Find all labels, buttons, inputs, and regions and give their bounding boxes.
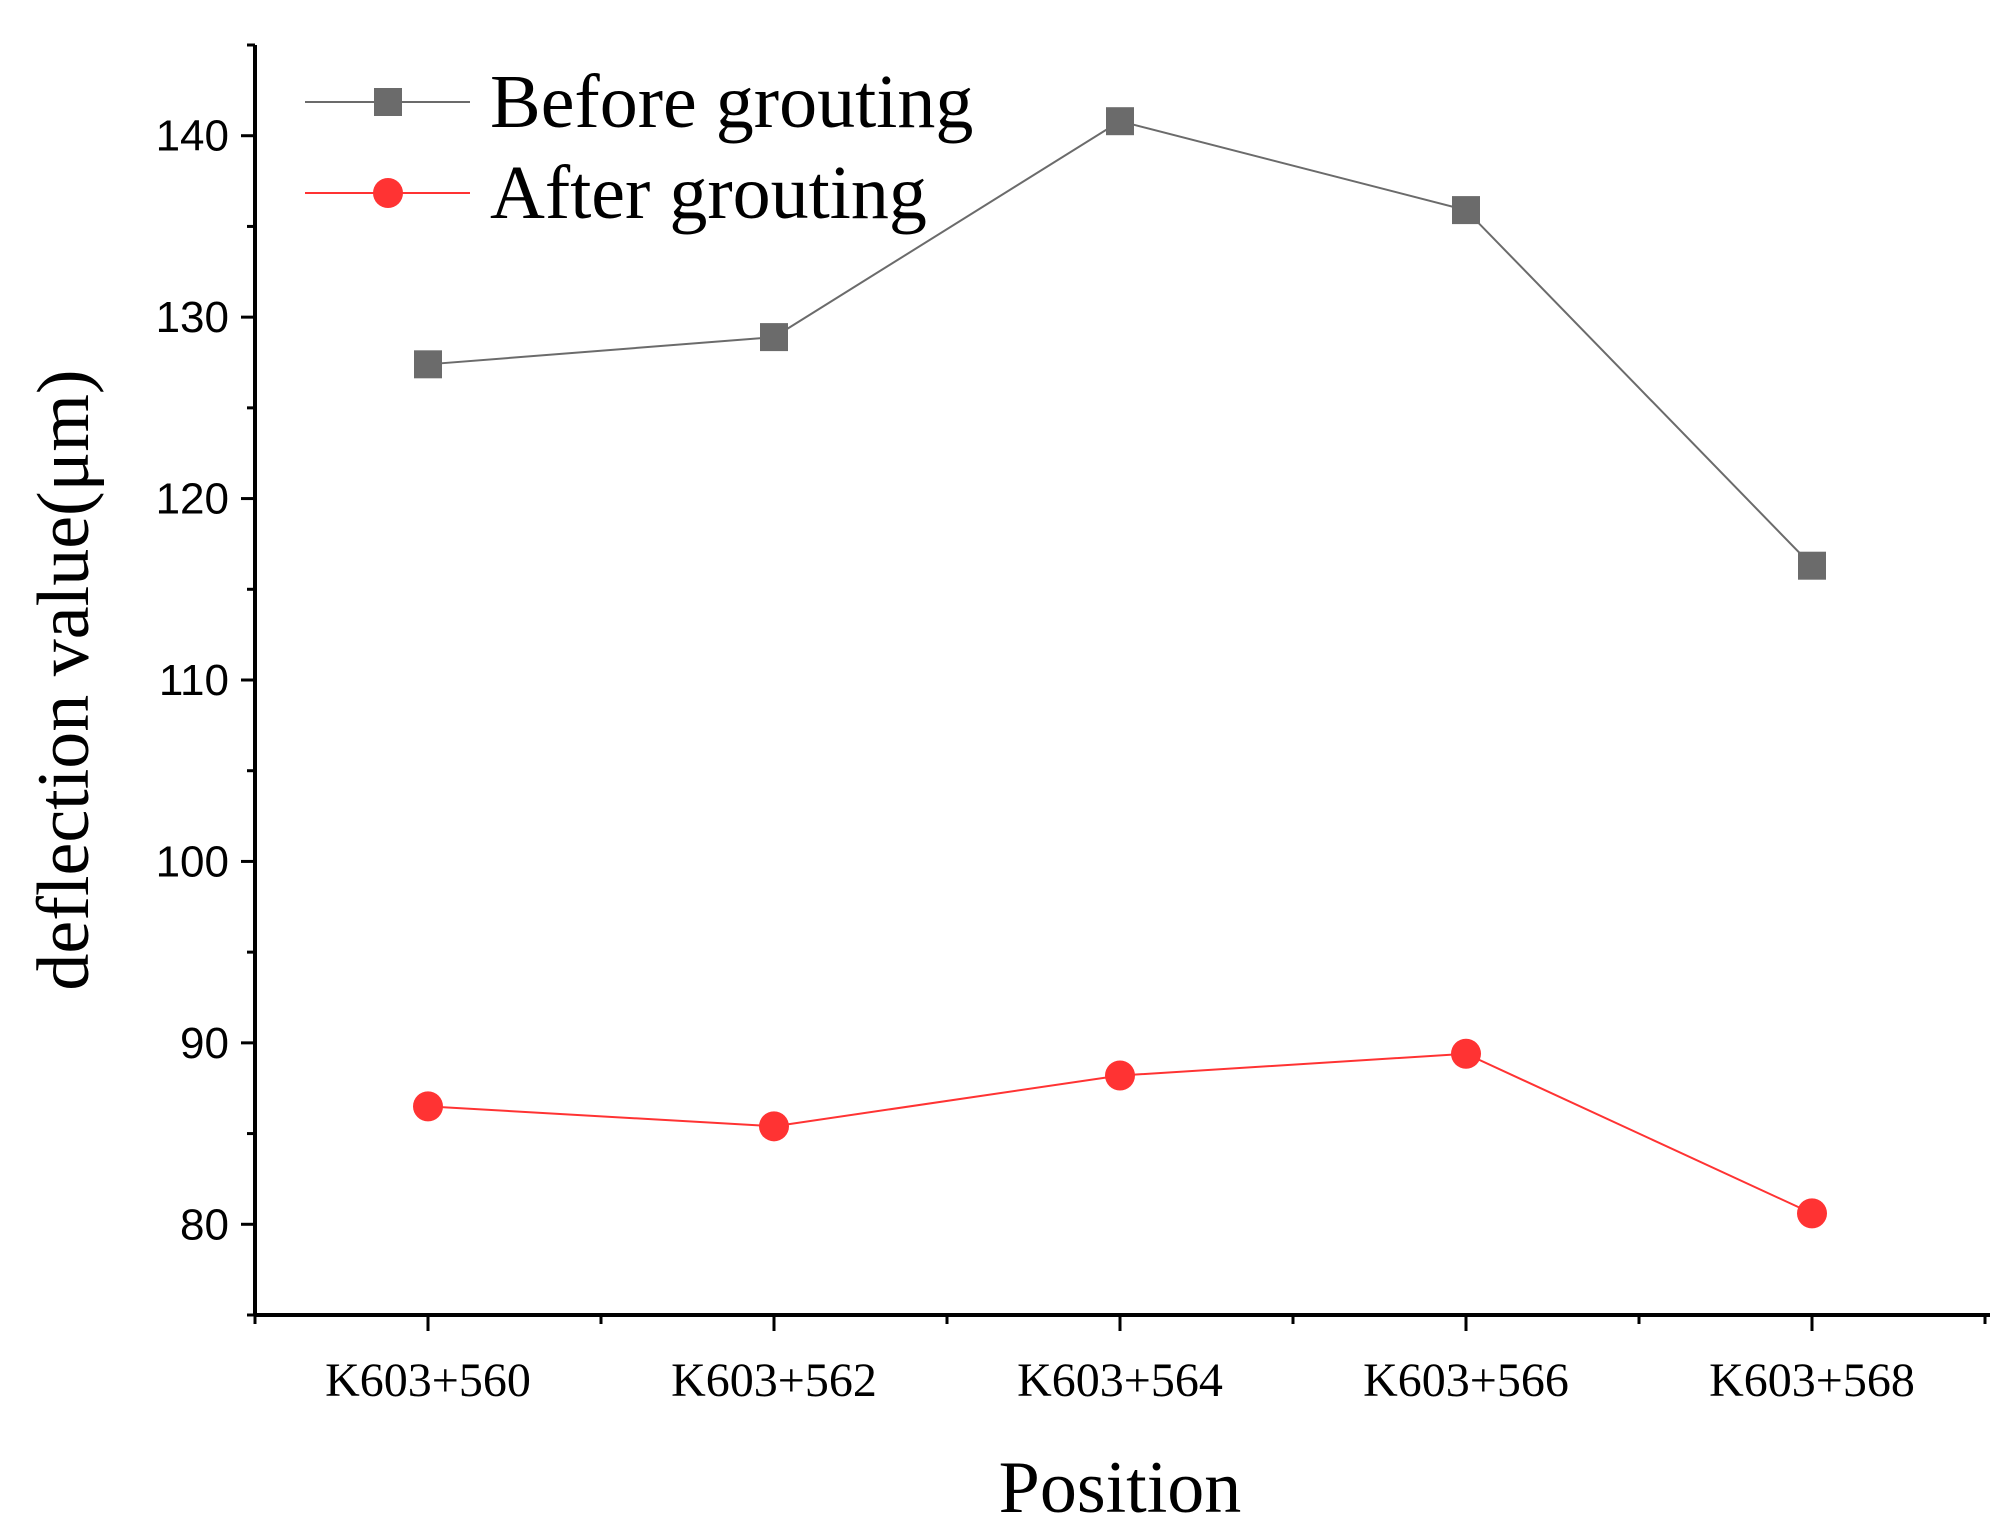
legend-marker [374,88,402,116]
x-axis: K603+560 K603+562 K603+564 K603+566 K603+568 [253,1313,1990,1407]
data-point [414,350,442,379]
y-tick-label: 80 [180,1200,229,1249]
y-tick-label: 130 [156,293,229,342]
data-point [1452,196,1480,225]
y-axis: 80 90 100 110 120 130 140 [156,43,257,1317]
x-tick-label: K603+562 [671,1354,877,1407]
data-point [1105,1060,1135,1091]
y-tick-label: 140 [156,112,229,161]
x-tick-label: K603+566 [1363,1354,1569,1407]
data-point [1106,107,1134,136]
data-point [1797,1198,1827,1229]
data-point [1798,551,1826,580]
data-point [760,323,788,352]
y-tick-label: 90 [180,1019,229,1068]
data-point [759,1111,789,1142]
x-tick-label: K603+564 [1017,1354,1223,1407]
legend-marker [373,178,403,208]
legend-label: Before grouting [490,60,973,144]
x-tick-label: K603+568 [1709,1354,1915,1407]
legend-label: After grouting [490,151,927,235]
y-tick-label: 110 [159,656,229,705]
x-tick-label: K603+560 [325,1354,531,1407]
y-axis-title: deflection value(μm) [23,369,105,990]
y-tick-label: 120 [156,475,229,524]
y-tick-label: 100 [156,837,229,886]
x-axis-title: Position [999,1447,1242,1529]
series-layer [413,107,1827,1229]
data-point [1451,1038,1481,1069]
data-point [413,1091,443,1122]
